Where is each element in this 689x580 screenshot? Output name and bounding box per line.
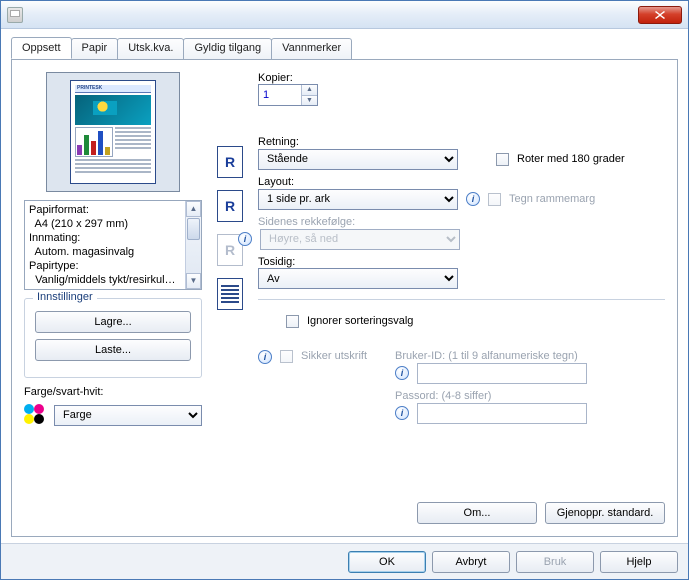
cancel-button[interactable]: Avbryt bbox=[432, 551, 510, 573]
info-line: Vanlig/middels tykt/resirkul… bbox=[29, 273, 187, 287]
settings-legend: Innstillinger bbox=[33, 291, 97, 303]
info-line: Innmating: bbox=[29, 231, 187, 245]
tab-papir[interactable]: Papir bbox=[71, 38, 119, 60]
copies-down[interactable]: ▼ bbox=[302, 96, 317, 106]
scroll-down[interactable]: ▼ bbox=[186, 273, 201, 289]
duplex-select[interactable]: Av bbox=[258, 268, 458, 289]
userid-label: Bruker-ID: (1 til 9 alfanumeriske tegn) bbox=[395, 350, 665, 362]
scroll-thumb[interactable] bbox=[187, 218, 200, 240]
secure-print-checkbox[interactable] bbox=[280, 350, 293, 363]
save-button[interactable]: Lagre... bbox=[35, 311, 191, 333]
copies-up[interactable]: ▲ bbox=[302, 85, 317, 96]
color-select[interactable]: Farge bbox=[54, 405, 202, 426]
about-button[interactable]: Om... bbox=[417, 502, 537, 524]
printer-icon bbox=[7, 7, 23, 23]
tab-panel-oppsett: PRINTESK bbox=[11, 59, 678, 537]
paper-info-list[interactable]: Papirformat: A4 (210 x 297 mm)Innmating:… bbox=[24, 200, 202, 290]
tab-utskkva[interactable]: Utsk.kva. bbox=[117, 38, 184, 60]
rotate-label: Roter med 180 grader bbox=[517, 153, 625, 165]
load-button[interactable]: Laste... bbox=[35, 339, 191, 361]
print-dialog: OppsettPapirUtsk.kva.Gyldig tilgangVannm… bbox=[0, 0, 689, 580]
ignore-sort-label: Ignorer sorteringsvalg bbox=[307, 315, 413, 327]
settings-group: Innstillinger Lagre... Laste... bbox=[24, 298, 202, 378]
preview-photo bbox=[75, 95, 151, 125]
page-preview: PRINTESK bbox=[46, 72, 180, 192]
cmyk-icon bbox=[24, 404, 48, 426]
frame-checkbox[interactable] bbox=[488, 193, 501, 206]
info-icon[interactable]: i bbox=[238, 232, 252, 246]
pageorder-select: Høyre, så ned bbox=[260, 229, 460, 250]
copies-spinner[interactable]: ▲▼ bbox=[258, 84, 318, 106]
copies-input[interactable] bbox=[259, 85, 301, 105]
info-line: Papirtype: bbox=[29, 259, 187, 273]
duplex-label: Tosidig: bbox=[258, 256, 665, 268]
password-input bbox=[417, 403, 587, 424]
secure-print-label: Sikker utskrift bbox=[301, 350, 367, 362]
orientation-select[interactable]: Stående bbox=[258, 149, 458, 170]
layout-label: Layout: bbox=[258, 176, 665, 188]
pageorder-label: Sidenes rekkefølge: bbox=[258, 216, 665, 228]
info-line: Autom. magasinvalg bbox=[29, 245, 187, 259]
color-label: Farge/svart-hvit: bbox=[24, 386, 202, 398]
userid-input bbox=[417, 363, 587, 384]
preview-header: PRINTESK bbox=[75, 85, 151, 93]
tab-vannmerker[interactable]: Vannmerker bbox=[271, 38, 352, 60]
close-button[interactable] bbox=[638, 6, 682, 24]
info-icon[interactable]: i bbox=[258, 350, 272, 364]
ignore-sort-checkbox[interactable] bbox=[286, 315, 299, 328]
info-icon[interactable]: i bbox=[395, 366, 409, 380]
apply-button: Bruk bbox=[516, 551, 594, 573]
tab-gyldigtilgang[interactable]: Gyldig tilgang bbox=[183, 38, 272, 60]
info-line: Utmating: bbox=[29, 287, 187, 290]
duplex-thumb bbox=[217, 278, 243, 310]
dialog-footer: OK Avbryt Bruk Hjelp bbox=[1, 543, 688, 579]
ok-button[interactable]: OK bbox=[348, 551, 426, 573]
orientation-label: Retning: bbox=[258, 136, 665, 148]
layout-select[interactable]: 1 side pr. ark bbox=[258, 189, 458, 210]
titlebar[interactable] bbox=[1, 1, 688, 29]
scroll-up[interactable]: ▲ bbox=[186, 201, 201, 217]
restore-defaults-button[interactable]: Gjenoppr. standard. bbox=[545, 502, 665, 524]
info-line: A4 (210 x 297 mm) bbox=[29, 217, 187, 231]
orientation-thumb: R bbox=[217, 146, 243, 178]
preview-chart bbox=[75, 127, 113, 157]
frame-label: Tegn rammemarg bbox=[509, 193, 595, 205]
layout-thumb: R bbox=[217, 190, 243, 222]
info-icon[interactable]: i bbox=[466, 192, 480, 206]
rotate-checkbox[interactable] bbox=[496, 153, 509, 166]
info-icon[interactable]: i bbox=[395, 406, 409, 420]
copies-label: Kopier: bbox=[258, 72, 665, 84]
help-button[interactable]: Hjelp bbox=[600, 551, 678, 573]
tab-oppsett[interactable]: Oppsett bbox=[11, 37, 72, 59]
tab-strip: OppsettPapirUtsk.kva.Gyldig tilgangVannm… bbox=[11, 37, 678, 59]
password-label: Passord: (4-8 siffer) bbox=[395, 390, 665, 402]
info-line: Papirformat: bbox=[29, 203, 187, 217]
scrollbar[interactable]: ▲ ▼ bbox=[185, 201, 201, 289]
